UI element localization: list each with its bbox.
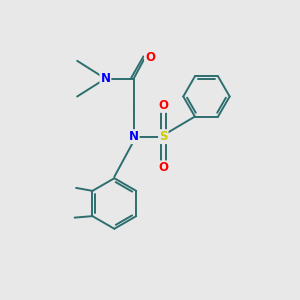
Text: S: S — [159, 130, 168, 143]
Text: O: O — [145, 51, 155, 64]
Text: O: O — [158, 99, 168, 112]
Text: N: N — [129, 130, 139, 143]
Text: N: N — [100, 72, 110, 85]
Text: O: O — [158, 161, 168, 174]
